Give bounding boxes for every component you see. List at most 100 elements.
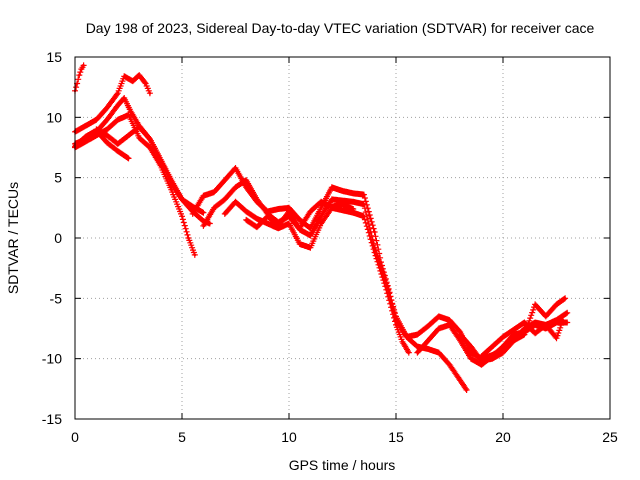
data-point <box>544 323 548 327</box>
data-point <box>341 208 344 212</box>
data-point <box>341 199 344 202</box>
data-point <box>191 205 194 208</box>
data-point <box>351 192 355 195</box>
y-tick-label: 0 <box>54 230 62 246</box>
data-point <box>277 224 280 228</box>
data-point <box>223 198 227 201</box>
data-point <box>394 323 398 327</box>
data-point <box>555 336 558 340</box>
data-point <box>298 242 302 246</box>
grid-lines <box>75 57 610 419</box>
data-point <box>351 207 355 211</box>
series-track-m <box>478 317 566 360</box>
data-point <box>127 113 130 117</box>
data-points <box>72 62 571 393</box>
data-point <box>309 227 312 230</box>
data-point <box>555 303 558 306</box>
data-point <box>95 129 98 132</box>
data-point <box>341 189 344 193</box>
data-point <box>533 323 537 327</box>
data-point <box>244 218 248 222</box>
data-point <box>512 328 515 332</box>
data-point <box>170 182 173 185</box>
data-point <box>501 345 505 348</box>
data-point <box>405 335 409 339</box>
data-point <box>212 190 216 194</box>
data-point <box>170 188 173 192</box>
data-point <box>394 315 398 318</box>
data-point <box>180 198 184 201</box>
data-point <box>148 137 152 141</box>
data-point <box>255 217 259 220</box>
data-point <box>244 186 248 189</box>
data-point <box>80 67 83 71</box>
data-point <box>95 134 98 137</box>
x-tick-label: 20 <box>495 429 511 445</box>
data-point <box>82 64 85 67</box>
y-tick-label: 5 <box>54 170 62 186</box>
data-point <box>131 79 135 83</box>
data-point <box>287 222 291 225</box>
data-point <box>309 246 312 249</box>
data-point <box>208 222 212 225</box>
data-point <box>491 345 494 348</box>
data-point <box>75 82 79 85</box>
y-tick-label: 10 <box>46 109 62 125</box>
data-point <box>105 134 109 137</box>
data-point <box>287 210 291 213</box>
data-point <box>122 75 126 78</box>
data-point <box>105 141 109 144</box>
data-point <box>458 379 462 382</box>
data-point <box>187 236 190 240</box>
data-point <box>448 318 451 322</box>
data-point <box>458 333 462 336</box>
data-point <box>555 321 558 324</box>
data-point <box>426 339 430 342</box>
data-point <box>105 128 109 131</box>
data-point <box>373 230 376 234</box>
data-point <box>298 218 302 222</box>
data-point <box>137 125 141 129</box>
data-point <box>362 193 366 196</box>
series-track-e <box>93 124 207 216</box>
data-point <box>373 251 376 254</box>
data-point <box>319 222 323 225</box>
data-point <box>116 142 120 146</box>
y-axis-label: SDTVAR / TECUs <box>5 182 21 294</box>
data-point <box>105 118 109 122</box>
data-point <box>437 351 441 354</box>
data-point <box>244 178 248 182</box>
data-point <box>287 206 291 210</box>
data-point <box>234 186 237 189</box>
series-markers <box>72 62 87 94</box>
data-point <box>105 106 109 109</box>
data-point <box>159 158 162 161</box>
x-axis-label: GPS time / hours <box>289 457 396 473</box>
data-point <box>255 225 259 229</box>
data-point <box>191 212 194 216</box>
data-point <box>202 224 205 228</box>
data-point <box>330 198 334 201</box>
data-point <box>84 140 87 143</box>
data-point <box>401 340 404 344</box>
data-point <box>491 357 494 360</box>
data-point <box>437 327 441 330</box>
data-point <box>319 214 323 218</box>
y-tick-label: -5 <box>50 290 63 306</box>
data-point <box>223 178 227 182</box>
data-point <box>255 198 259 201</box>
axis-ticks: 0 5 10 15 20 25 -15 -10 -5 0 5 10 15 <box>42 49 618 445</box>
data-point <box>234 200 237 204</box>
data-point <box>223 212 227 216</box>
data-point <box>362 202 366 206</box>
data-point <box>148 91 152 95</box>
x-tick-label: 25 <box>602 429 618 445</box>
y-tick-label: -15 <box>42 411 62 427</box>
x-tick-label: 0 <box>71 429 79 445</box>
data-point <box>523 333 526 336</box>
data-point <box>351 200 355 204</box>
data-point <box>465 388 468 392</box>
data-point <box>330 186 334 189</box>
data-point <box>341 202 344 206</box>
data-point <box>116 103 120 107</box>
